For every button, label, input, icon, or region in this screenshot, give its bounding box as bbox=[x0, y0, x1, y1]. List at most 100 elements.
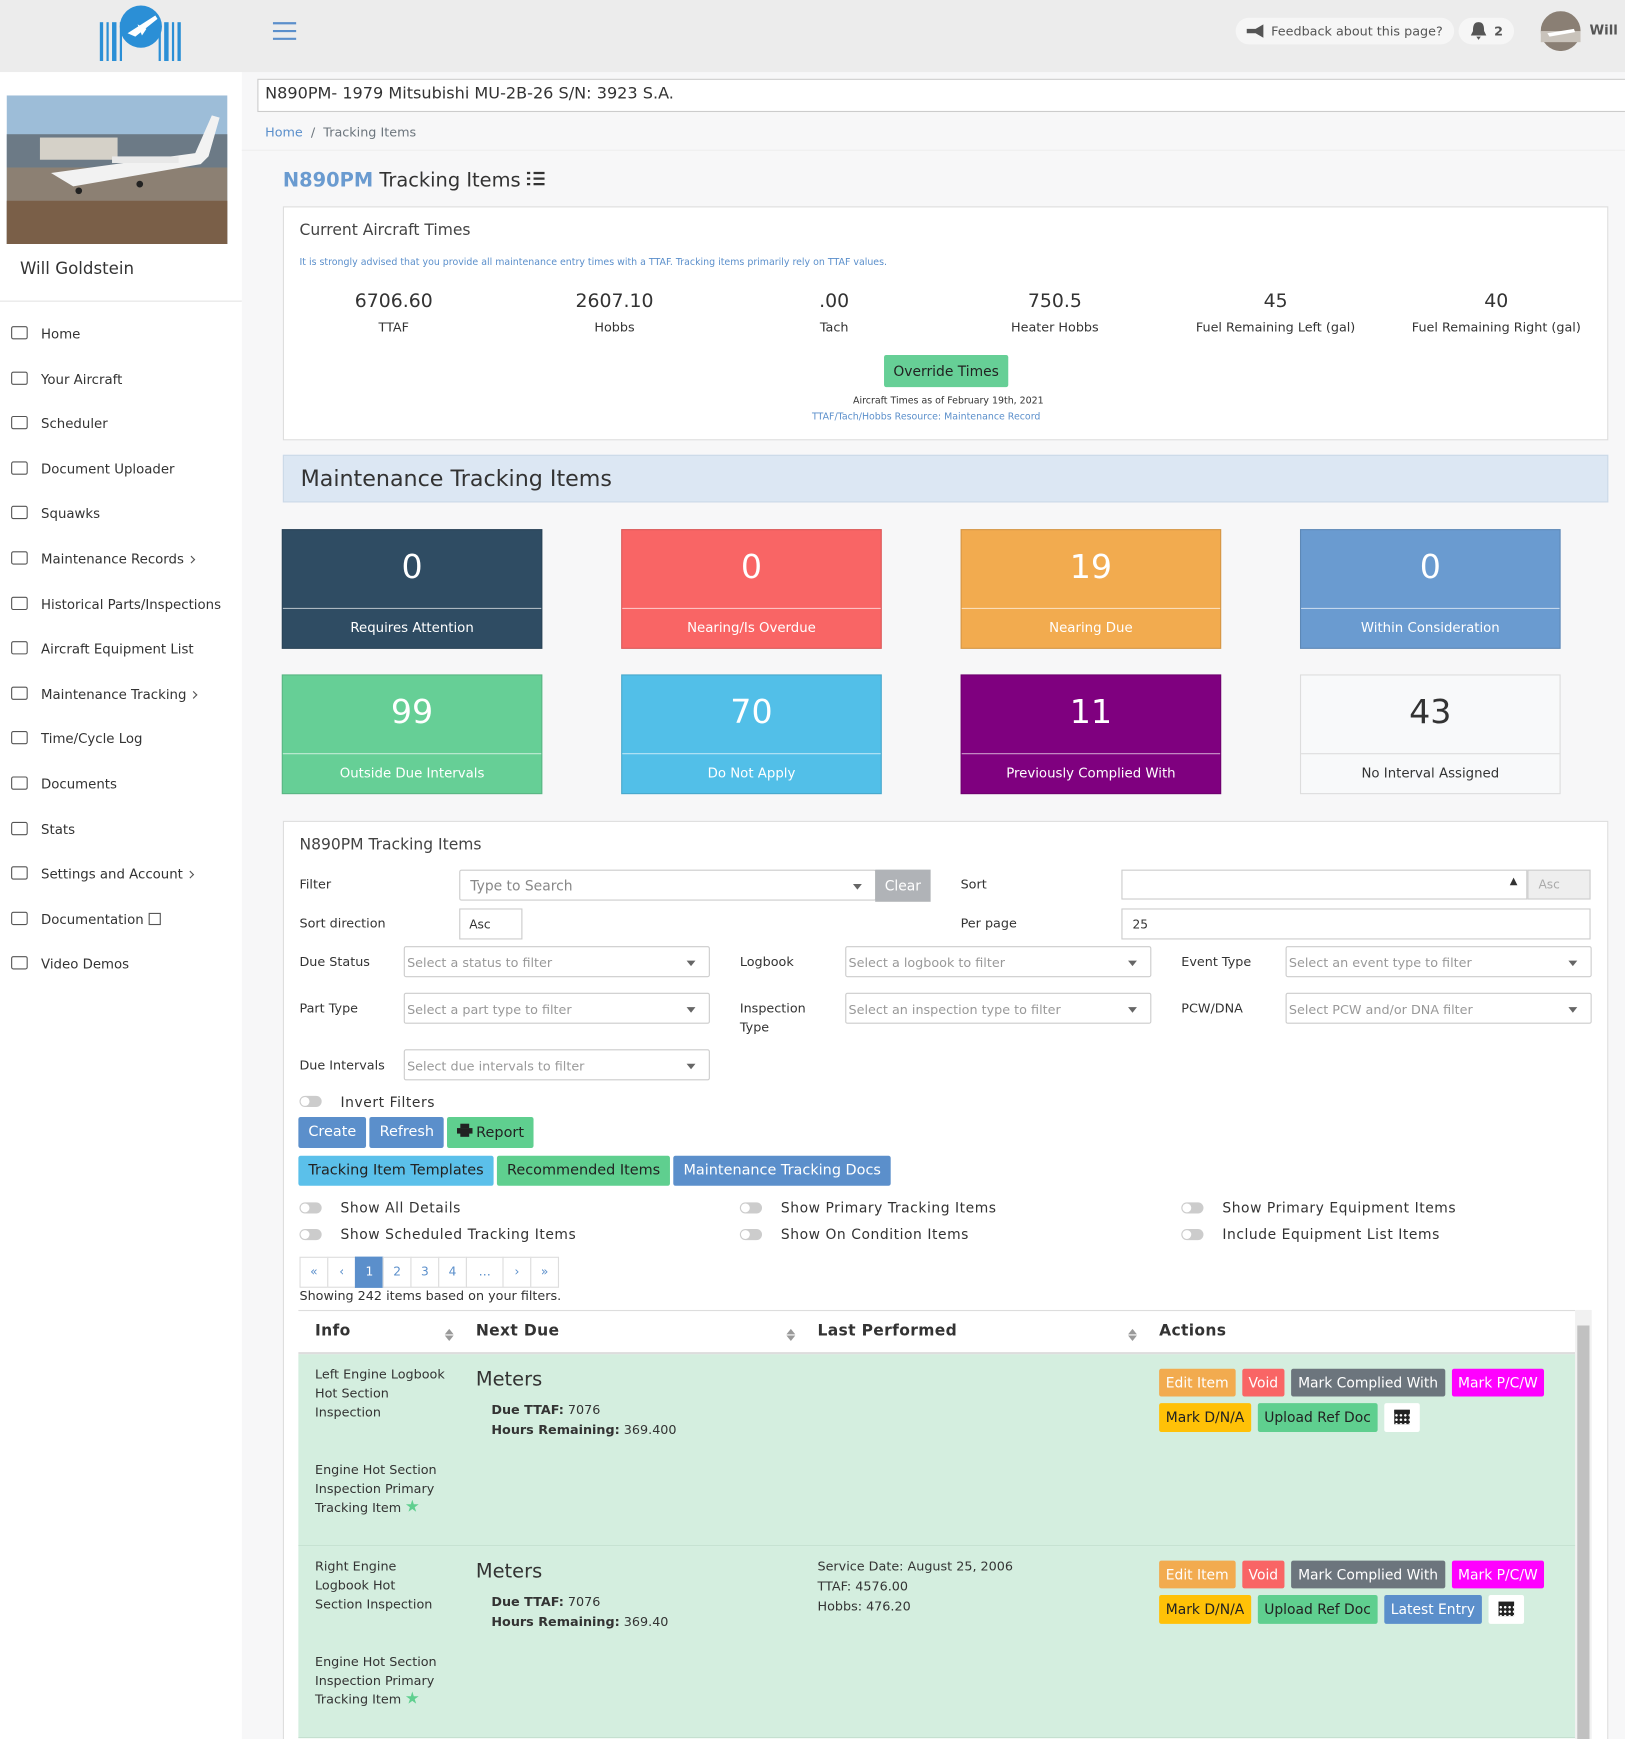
toggle[interactable] bbox=[1181, 1228, 1204, 1241]
sort-arrows[interactable] bbox=[786, 1335, 796, 1345]
row-action[interactable]: Upload Ref Doc bbox=[1257, 1595, 1378, 1624]
sort-label: Sort bbox=[960, 876, 987, 892]
link-button[interactable]: Maintenance Tracking Docs bbox=[673, 1155, 891, 1186]
status-card[interactable]: 11 Previously Complied With bbox=[960, 674, 1222, 795]
status-card[interactable]: 0 Nearing/Is Overdue bbox=[621, 529, 882, 649]
sort-arrows[interactable] bbox=[1128, 1324, 1137, 1335]
link-button[interactable]: Recommended Items bbox=[497, 1155, 671, 1186]
menu-item[interactable]: Home bbox=[41, 326, 81, 342]
page-link[interactable]: … bbox=[465, 1256, 504, 1288]
column-header[interactable]: Last Performed bbox=[817, 1322, 958, 1340]
row-action[interactable]: Edit Item bbox=[1159, 1560, 1236, 1589]
menu-item[interactable]: Maintenance Tracking bbox=[41, 686, 198, 702]
page-link[interactable]: › bbox=[502, 1256, 532, 1288]
status-card[interactable]: 0 Requires Attention bbox=[281, 529, 543, 649]
page-link[interactable]: « bbox=[299, 1256, 329, 1288]
page-link[interactable]: 3 bbox=[410, 1256, 440, 1288]
toggle[interactable] bbox=[299, 1228, 322, 1241]
toggle[interactable] bbox=[299, 1095, 322, 1107]
clear-button[interactable]: Clear bbox=[875, 869, 931, 902]
filter-select[interactable]: Select due intervals to filter bbox=[403, 1049, 710, 1081]
breadcrumb-link[interactable]: Home bbox=[265, 124, 303, 140]
column-header[interactable]: Actions bbox=[1159, 1322, 1227, 1340]
menu-item[interactable]: Aircraft Equipment List bbox=[41, 641, 194, 657]
printer-icon bbox=[457, 1123, 473, 1137]
row-action[interactable]: Upload Ref Doc bbox=[1257, 1403, 1378, 1432]
sort-arrows[interactable] bbox=[444, 1335, 454, 1345]
page-link[interactable]: » bbox=[530, 1256, 560, 1288]
action-button[interactable]: Create bbox=[298, 1116, 367, 1149]
link-button[interactable]: Tracking Item Templates bbox=[298, 1155, 494, 1186]
row-action[interactable]: Void bbox=[1241, 1560, 1285, 1589]
search-input[interactable]: Type to Search bbox=[459, 869, 877, 901]
override-times-button[interactable]: Override Times bbox=[884, 354, 1009, 388]
logo[interactable] bbox=[98, 2, 185, 63]
status-card[interactable]: 0 Within Consideration bbox=[1299, 529, 1561, 649]
user-name[interactable]: Will bbox=[1589, 22, 1618, 38]
hours-value: 369.40 bbox=[623, 1613, 669, 1630]
sort-select[interactable]: ▲ bbox=[1121, 869, 1528, 900]
sort-direction-select[interactable]: Asc bbox=[459, 908, 523, 940]
menu-item[interactable]: Documentation bbox=[41, 912, 161, 927]
menu-item[interactable]: Stats bbox=[41, 821, 76, 837]
menu-item[interactable]: Maintenance Records bbox=[41, 551, 196, 567]
scrollbar[interactable] bbox=[1575, 1309, 1592, 1739]
filter-select[interactable]: Select an event type to filter bbox=[1285, 946, 1592, 978]
menu-item[interactable]: Settings and Account bbox=[41, 866, 195, 882]
feedback-button[interactable]: Feedback about this page? bbox=[1235, 17, 1454, 45]
toggle[interactable] bbox=[1181, 1202, 1204, 1214]
row-action[interactable]: Void bbox=[1241, 1368, 1285, 1397]
row-action[interactable]: Mark D/N/A bbox=[1159, 1403, 1251, 1432]
sort-arrows[interactable] bbox=[786, 1324, 796, 1335]
sort-arrows[interactable] bbox=[444, 1324, 454, 1335]
resource-link[interactable]: TTAF/Tach/Hobbs Resource: Maintenance Re… bbox=[811, 411, 1041, 423]
menu-item[interactable]: Your Aircraft bbox=[41, 371, 123, 387]
menu-item[interactable]: Document Uploader bbox=[41, 461, 175, 477]
menu-item[interactable]: Historical Parts/Inspections bbox=[41, 596, 222, 612]
calendar-button[interactable] bbox=[1488, 1595, 1524, 1624]
page-link[interactable]: 2 bbox=[382, 1256, 412, 1288]
status-card[interactable]: 19 Nearing Due bbox=[960, 529, 1222, 649]
status-card[interactable]: 70 Do Not Apply bbox=[621, 674, 882, 795]
avatar[interactable] bbox=[1540, 11, 1581, 52]
per-page-select[interactable]: 25 bbox=[1121, 908, 1591, 940]
row-action[interactable]: Mark Complied With bbox=[1291, 1560, 1445, 1589]
row-action[interactable]: Latest Entry bbox=[1384, 1595, 1482, 1624]
filter-select[interactable]: Select an inspection type to filter bbox=[845, 992, 1152, 1024]
action-button[interactable]: Report bbox=[447, 1116, 534, 1149]
menu-item[interactable]: Video Demos bbox=[41, 956, 130, 973]
page-link[interactable]: 1 bbox=[354, 1256, 384, 1288]
page-link[interactable]: ‹ bbox=[327, 1256, 357, 1288]
row-action[interactable]: Mark P/C/W bbox=[1451, 1560, 1545, 1589]
row-action[interactable]: Mark D/N/A bbox=[1159, 1595, 1251, 1624]
filter-select[interactable]: Select a status to filter bbox=[403, 946, 710, 978]
menu-item[interactable]: Documents bbox=[41, 776, 117, 792]
sort-order[interactable]: Asc bbox=[1527, 869, 1591, 900]
menu-item[interactable]: Time/Cycle Log bbox=[41, 731, 143, 747]
calendar-button[interactable] bbox=[1384, 1403, 1420, 1432]
status-card[interactable]: 99 Outside Due Intervals bbox=[281, 674, 543, 795]
row-action[interactable]: Mark Complied With bbox=[1291, 1368, 1445, 1397]
column-header[interactable]: Info bbox=[315, 1322, 351, 1340]
menu-toggle[interactable] bbox=[272, 21, 297, 41]
notifications[interactable] bbox=[1458, 17, 1515, 45]
status-card[interactable]: 43 No Interval Assigned bbox=[1299, 674, 1561, 795]
hours-label: Hours Remaining: bbox=[491, 1421, 620, 1438]
filter-select[interactable]: Select a logbook to filter bbox=[845, 946, 1152, 978]
sort-arrows[interactable] bbox=[1128, 1335, 1137, 1345]
time-value: 40 bbox=[1484, 290, 1509, 313]
row-action[interactable]: Edit Item bbox=[1159, 1368, 1236, 1397]
column-header[interactable]: Next Due bbox=[475, 1322, 560, 1340]
aircraft-selector[interactable]: N890PM- 1979 Mitsubishi MU-2B-26 S/N: 39… bbox=[257, 78, 1625, 113]
due-ttaf-label: Due TTAF: bbox=[491, 1593, 564, 1610]
toggle[interactable] bbox=[739, 1202, 763, 1214]
menu-item[interactable]: Scheduler bbox=[41, 416, 108, 432]
filter-select[interactable]: Select a part type to filter bbox=[403, 992, 710, 1024]
menu-item[interactable]: Squawks bbox=[41, 506, 101, 522]
filter-select[interactable]: Select PCW and/or DNA filter bbox=[1285, 992, 1592, 1024]
row-action[interactable]: Mark P/C/W bbox=[1451, 1368, 1545, 1397]
toggle[interactable] bbox=[739, 1228, 763, 1241]
toggle[interactable] bbox=[299, 1202, 322, 1214]
action-button[interactable]: Refresh bbox=[369, 1116, 445, 1149]
page-link[interactable]: 4 bbox=[438, 1256, 467, 1288]
